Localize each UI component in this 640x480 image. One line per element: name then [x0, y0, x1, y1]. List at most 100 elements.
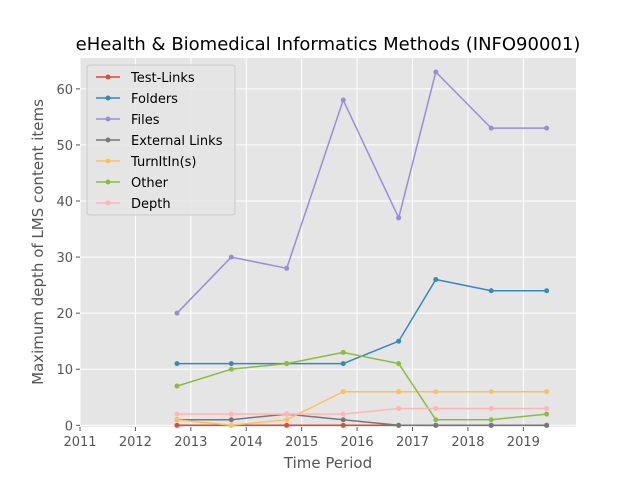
data-point-other	[284, 361, 290, 367]
data-point-folders	[228, 361, 234, 367]
data-point-test-links	[340, 422, 346, 428]
x-tick-label: 2018	[451, 435, 484, 450]
legend-marker	[105, 200, 111, 206]
data-point-other	[544, 411, 550, 417]
data-point-folders	[340, 361, 346, 367]
y-tick-label: 30	[56, 251, 73, 266]
data-point-files	[284, 265, 290, 271]
data-point-other	[228, 366, 234, 372]
data-point-files	[174, 310, 180, 316]
data-point-turnitin-s	[396, 389, 402, 395]
legend-item-other: Other	[96, 176, 169, 191]
y-tick-label: 40	[56, 195, 73, 210]
data-point-depth	[284, 411, 290, 417]
legend: Test-Links Folders Files External Links Turn…	[86, 64, 236, 216]
legend-marker	[105, 158, 111, 164]
legend-label: TurnItIn(s)	[130, 155, 196, 170]
legend-label: External Links	[131, 134, 223, 149]
series-files	[174, 69, 550, 316]
legend-item-folders: Folders	[96, 92, 178, 107]
legend-marker	[105, 137, 111, 143]
data-point-depth	[433, 405, 439, 411]
x-tick-label: 2014	[230, 435, 263, 450]
legend-label: Folders	[131, 92, 178, 107]
series-line-external-links	[177, 413, 547, 427]
y-axis: 0 10 20 30 40 50 60	[56, 83, 80, 434]
data-point-external-links	[340, 417, 346, 423]
legend-marker	[105, 95, 111, 101]
series-line-turnitin-s	[176, 390, 547, 427]
series-depth	[174, 405, 550, 417]
data-point-turnitin-s	[488, 389, 494, 395]
legend-label: Other	[131, 176, 169, 191]
legend-label: Depth	[131, 197, 171, 212]
legend-item-test-links: Test-Links	[96, 71, 195, 86]
data-point-depth	[174, 411, 180, 417]
data-point-external-links	[228, 417, 234, 423]
series-folders	[174, 277, 550, 367]
data-point-files	[433, 69, 439, 75]
legend-marker	[105, 116, 111, 122]
series-line-files	[176, 70, 547, 314]
chart-title: eHealth & Biomedical Informatics Methods…	[76, 34, 581, 55]
data-point-turnitin-s	[228, 422, 234, 428]
data-point-folders	[174, 361, 180, 367]
data-point-depth	[228, 411, 234, 417]
data-point-turnitin-s	[174, 417, 180, 423]
x-tick-label: 2016	[341, 435, 374, 450]
x-tick-label: 2013	[174, 435, 207, 450]
series-line-folders	[177, 278, 547, 365]
series-line-depth	[177, 407, 547, 415]
y-tick-label: 10	[56, 363, 73, 378]
data-point-turnitin-s	[433, 389, 439, 395]
data-point-depth	[488, 405, 494, 411]
legend-item-external-links: External Links	[96, 134, 223, 149]
data-point-files	[396, 215, 402, 221]
data-point-turnitin-s	[284, 417, 290, 423]
data-point-test-links	[174, 422, 180, 428]
y-tick-label: 20	[56, 307, 73, 322]
legend-item-depth: Depth	[96, 197, 171, 212]
y-tick-label: 0	[65, 419, 73, 434]
data-point-other	[433, 417, 439, 423]
legend-label: Test-Links	[130, 71, 195, 86]
data-point-files	[544, 125, 550, 131]
data-point-other	[396, 361, 402, 367]
legend-marker	[105, 74, 111, 80]
series-group	[174, 69, 550, 428]
data-point-depth	[340, 411, 346, 417]
y-axis-title: Maximum depth of LMS content items	[29, 99, 47, 385]
legend-marker	[105, 179, 111, 185]
x-axis: 2011 2012 2013 2014 2015 2016 2017 2018 2019	[63, 427, 540, 450]
data-point-turnitin-s	[340, 389, 346, 395]
data-point-folders	[433, 277, 439, 283]
x-tick-label: 2019	[507, 435, 540, 450]
legend-item-turnitin-s: TurnItIn(s)	[96, 155, 196, 170]
data-point-folders	[396, 338, 402, 344]
data-point-external-links	[396, 422, 402, 428]
data-point-other	[340, 349, 346, 355]
x-tick-label: 2015	[285, 435, 318, 450]
legend-item-files: Files	[96, 113, 160, 128]
data-point-files	[488, 125, 494, 131]
x-tick-label: 2011	[63, 435, 96, 450]
data-point-other	[174, 383, 180, 389]
data-point-depth	[544, 405, 550, 411]
y-tick-label: 50	[56, 139, 73, 154]
data-point-test-links	[284, 422, 290, 428]
x-axis-title: Time Period	[283, 454, 372, 472]
data-point-files	[228, 254, 234, 260]
x-tick-label: 2017	[396, 435, 429, 450]
data-point-other	[488, 417, 494, 423]
legend-box	[86, 64, 236, 216]
data-point-folders	[488, 288, 494, 294]
series-other	[174, 349, 550, 423]
data-point-external-links	[544, 422, 550, 428]
legend-label: Files	[131, 113, 160, 128]
data-point-external-links	[488, 422, 494, 428]
data-point-external-links	[433, 422, 439, 428]
series-turnitin-s	[174, 389, 550, 428]
data-point-depth	[396, 405, 402, 411]
data-point-folders	[544, 288, 550, 294]
